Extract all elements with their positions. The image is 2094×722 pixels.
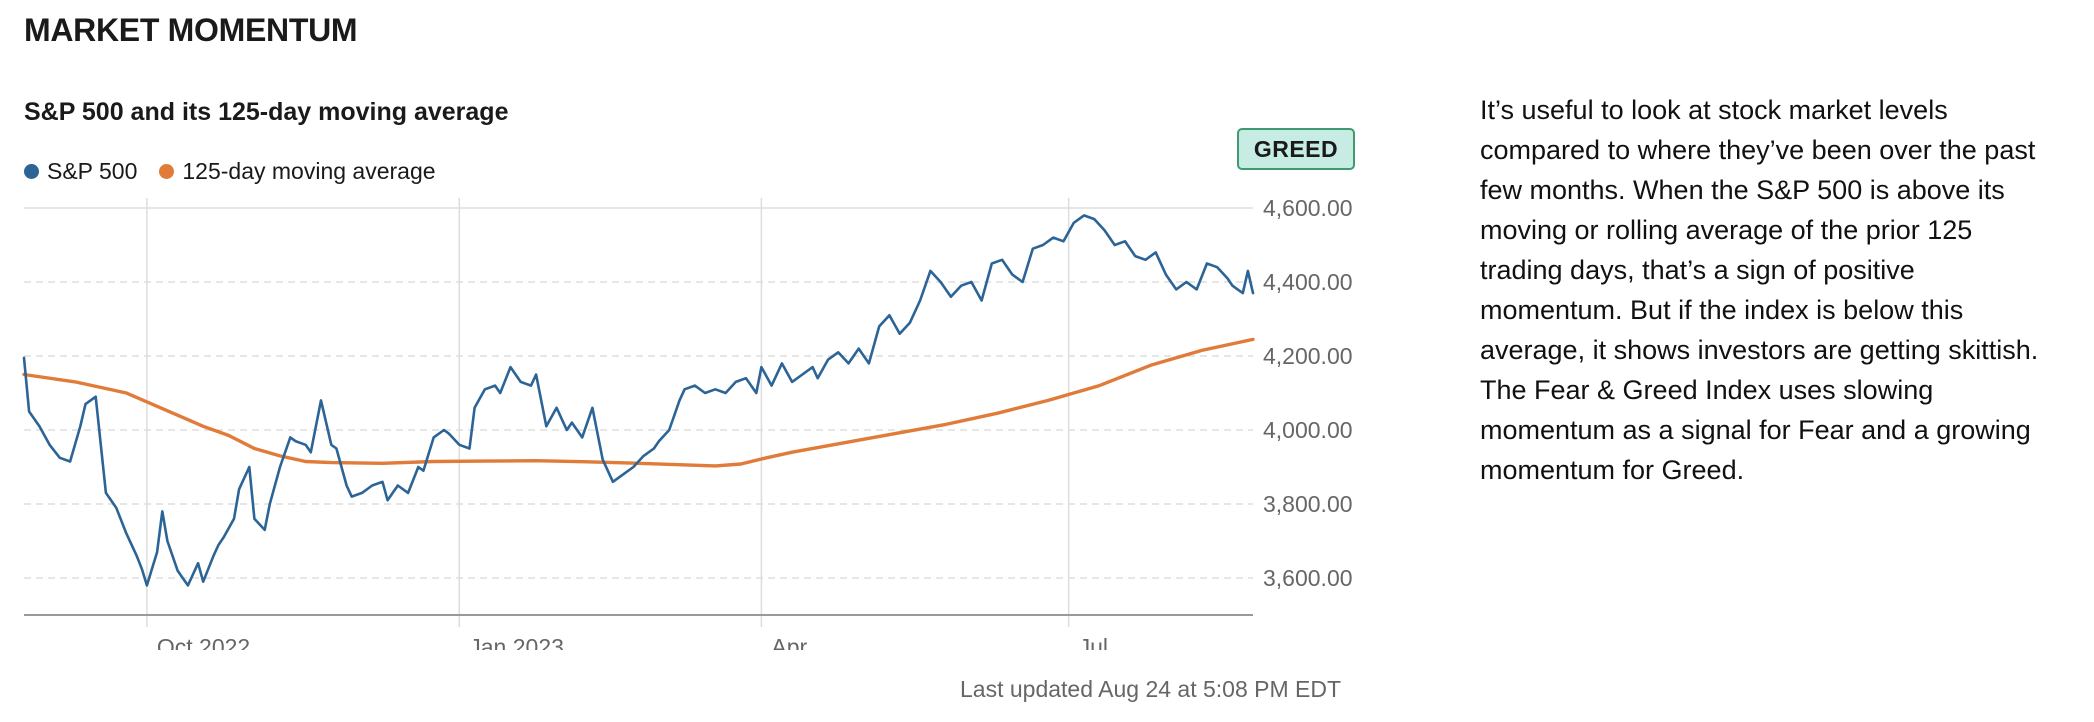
legend-item-sp500: S&P 500 [24,158,137,185]
x-tick-label: Apr [771,634,807,650]
legend-label-moving-average: 125-day moving average [182,158,436,184]
legend-label-sp500: S&P 500 [47,158,138,184]
y-tick-label: 4,400.00 [1263,269,1353,295]
series-line-sp500 [22,214,1255,587]
sentiment-badge: GREED [1237,128,1355,170]
section-title: MARKET MOMENTUM [24,12,358,48]
momentum-description: It’s useful to look at stock market leve… [1480,95,2039,485]
chart-legend: S&P 500 125-day moving average [24,158,436,185]
y-tick-label: 4,600.00 [1263,195,1353,221]
last-updated-text: Last updated Aug 24 at 5:08 PM EDT [960,676,1342,702]
market-momentum-chart: 4,600.00 4,400.00 4,200.00 4,000.00 3,800.00… [22,195,1353,650]
y-axis-ticks: 4,600.00 4,400.00 4,200.00 4,000.00 3,800.00… [1263,195,1353,591]
series-line-moving-average [22,337,1255,468]
grid-lines [24,198,1253,627]
x-axis-ticks: Oct 2022 Jan 2023 Apr Jul [157,634,1108,650]
x-tick-label: Jul [1079,634,1108,650]
y-tick-label: 4,200.00 [1263,343,1353,369]
y-tick-label: 4,000.00 [1263,417,1353,443]
x-tick-label: Oct 2022 [157,634,250,650]
legend-dot-moving-average [159,164,175,179]
y-tick-label: 3,600.00 [1263,565,1353,591]
legend-dot-sp500 [24,164,39,179]
y-tick-label: 3,800.00 [1263,491,1353,517]
legend-item-moving-average: 125-day moving average [159,158,436,185]
chart-title: S&P 500 and its 125-day moving average [24,98,509,126]
x-tick-label: Jan 2023 [469,634,564,650]
